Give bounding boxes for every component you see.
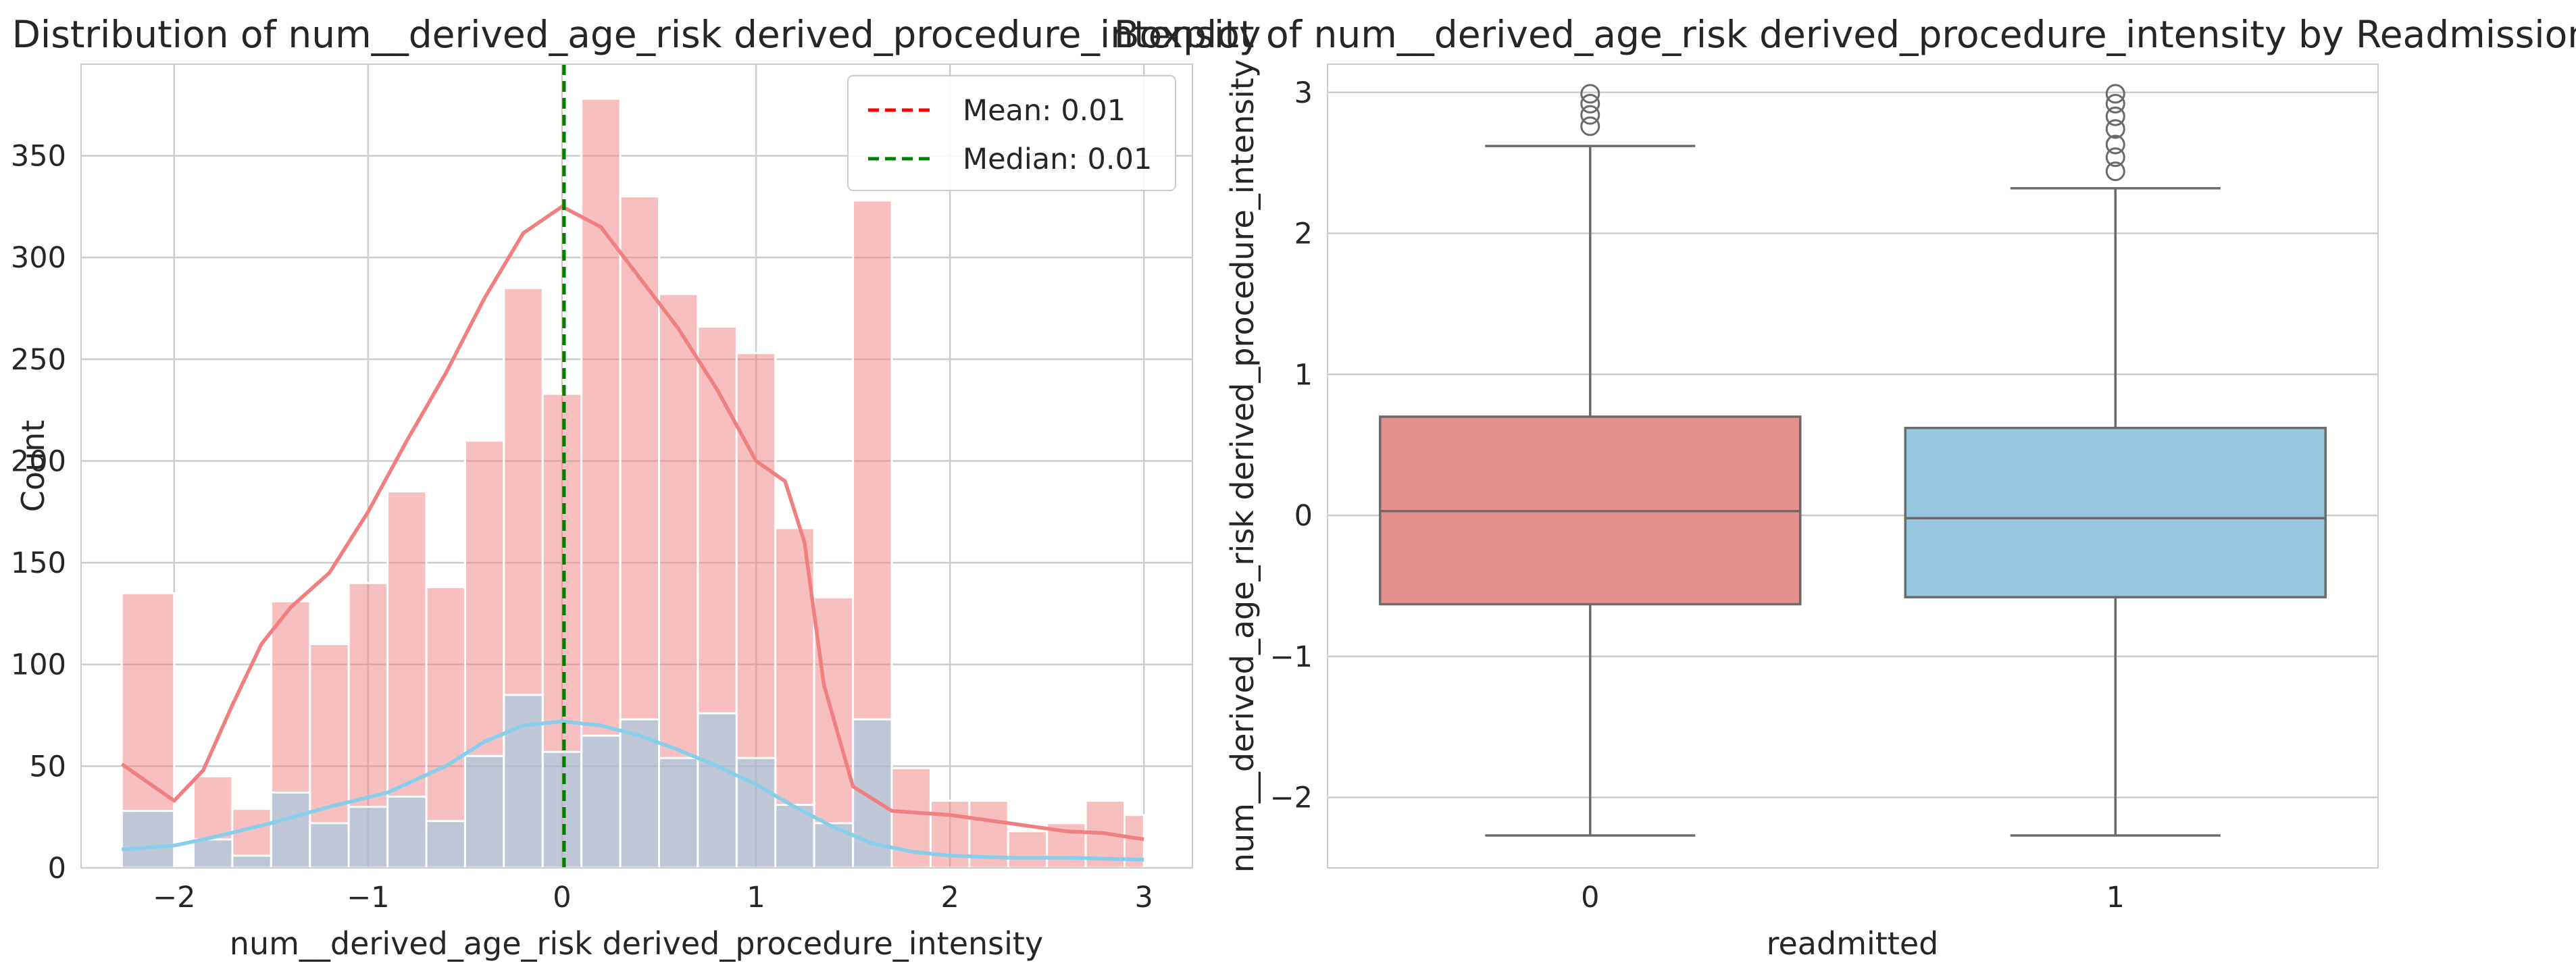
histogram-x-ticks: −2 −1 0 1 2 3 (153, 881, 1153, 914)
legend: Mean: 0.01 Median: 0.01 (847, 75, 1176, 191)
outlier-point (1580, 116, 1600, 136)
outlier-point (2105, 161, 2125, 182)
histogram-bar-1 (813, 822, 855, 869)
histogram-x-tick-label: 3 (1135, 881, 1153, 914)
outlier-point (1580, 105, 1600, 125)
kde-line-1 (122, 719, 1144, 862)
histogram-bar-1 (347, 806, 389, 869)
histogram-x-tick-label: 0 (553, 881, 571, 914)
histogram-y-tick-label: 350 (11, 140, 66, 174)
boxplot-x-tick-label: 0 (1581, 881, 1599, 914)
histogram-frame (80, 63, 1193, 869)
histogram-x-label: num__derived_age_risk derived_procedure_… (230, 925, 1043, 962)
histogram-bars (120, 97, 1145, 869)
boxplot-frame (1327, 63, 2379, 869)
histogram-y-tick-label: 150 (11, 546, 66, 580)
boxplot-y-tick-label: 3 (1294, 76, 1313, 110)
histogram-bar-1 (270, 792, 311, 869)
outlier-point (2105, 134, 2125, 155)
boxplot-y-ticks: −2 −1 0 1 2 3 (1270, 76, 1313, 815)
histogram-bar-1 (120, 810, 176, 869)
histogram-title: Distribution of num__derived_age_risk de… (12, 13, 1261, 56)
outlier-point (1580, 93, 1600, 113)
histogram-kde-lines (120, 205, 1144, 862)
histogram-bar-1 (386, 796, 428, 869)
boxplot-x-label: readmitted (1767, 925, 1939, 962)
histogram-bar-1 (658, 756, 699, 869)
histogram-bar-0 (1007, 830, 1049, 869)
box-1 (1904, 84, 2327, 837)
histogram-bar-1 (697, 712, 738, 869)
histogram-bar-1 (309, 822, 350, 869)
histogram-x-tick-label: 1 (747, 881, 765, 914)
histogram-y-tick-label: 200 (11, 444, 66, 478)
boxplot-y-label: num__derived_age_risk derived_procedure_… (1224, 59, 1261, 873)
boxplot-y-tick-label: 0 (1294, 499, 1313, 533)
boxplot-y-tick-label: −1 (1270, 640, 1313, 674)
boxplot-x-tick-label: 1 (2106, 881, 2125, 914)
boxplot-y-tick-label: −2 (1270, 781, 1313, 815)
outlier-point (2105, 147, 2125, 167)
outlier-point (2105, 93, 2125, 113)
histogram-bar-1 (503, 694, 544, 869)
histogram-bar-1 (425, 820, 466, 869)
histogram-x-tick-label: −1 (347, 881, 389, 914)
legend-mean-label: Mean: 0.01 (963, 94, 1126, 128)
histogram-bar-1 (463, 754, 505, 869)
outlier-point (2105, 84, 2125, 104)
histogram-bar-1 (580, 734, 622, 869)
histogram-y-label: Count (15, 420, 51, 513)
boxplot-y-tick-label: 1 (1294, 358, 1313, 392)
histogram-y-ticks: 0 50 100 150 200 250 300 350 (11, 140, 66, 885)
histogram-y-tick-label: 250 (11, 343, 66, 377)
kde-line-0 (120, 205, 1144, 842)
histogram-y-tick-label: 0 (48, 852, 66, 885)
outlier-point (2105, 106, 2125, 126)
boxplot-boxes (1379, 84, 2327, 837)
histogram-bar-1 (193, 838, 234, 869)
histogram-bar-1 (231, 854, 272, 869)
histogram-x-tick-label: −2 (153, 881, 195, 914)
box-body (1904, 426, 2327, 598)
histogram-y-tick-label: 100 (11, 648, 66, 682)
histogram-bar-1 (541, 750, 583, 869)
boxplot-grid (1328, 91, 2378, 798)
legend-box (847, 75, 1176, 191)
histogram-y-tick-label: 300 (11, 241, 66, 275)
boxplot-y-tick-label: 2 (1294, 217, 1313, 251)
histogram-x-tick-label: 2 (940, 881, 959, 914)
histogram-panel: −2 −1 0 1 2 3 0 50 100 150 200 250 300 350 Distribut… (11, 13, 1261, 962)
box-0 (1379, 84, 1802, 837)
histogram-bar-1 (735, 756, 777, 869)
outlier-point (1580, 84, 1600, 104)
outlier-point (2105, 119, 2125, 139)
legend-median-label: Median: 0.01 (963, 143, 1152, 176)
histogram-y-tick-label: 50 (29, 750, 66, 783)
boxplot-title: Boxplot of num__derived_age_risk derived… (1114, 13, 2576, 56)
